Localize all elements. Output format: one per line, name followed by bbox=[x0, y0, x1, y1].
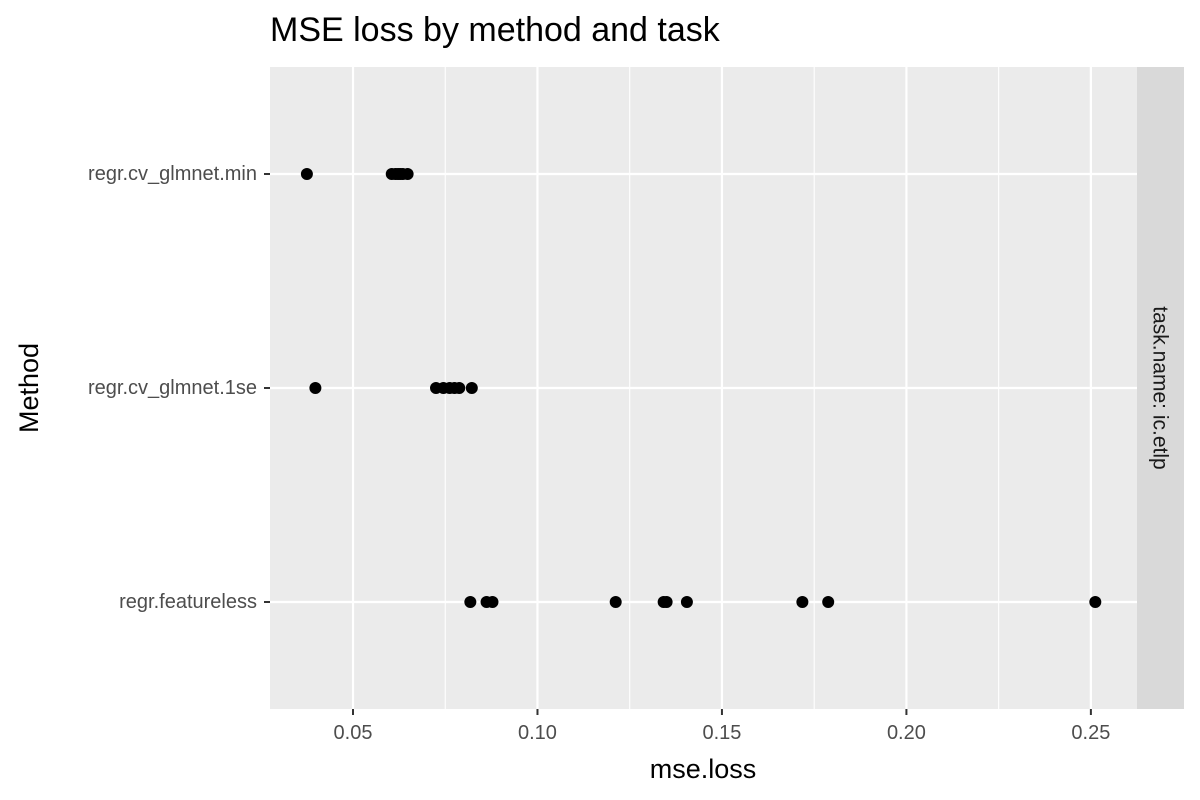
data-point bbox=[610, 596, 622, 608]
x-axis-title: mse.loss bbox=[650, 754, 757, 784]
data-point bbox=[681, 596, 693, 608]
x-tick-label: 0.25 bbox=[1071, 722, 1110, 744]
y-tick-label: regr.cv_glmnet.min bbox=[88, 163, 257, 185]
y-axis-title: Method bbox=[14, 343, 44, 433]
data-point bbox=[486, 596, 498, 608]
x-tick-label: 0.20 bbox=[887, 722, 926, 744]
y-tick-label: regr.featureless bbox=[119, 591, 257, 613]
y-axis: regr.cv_glmnet.min regr.cv_glmnet.1seregr… bbox=[88, 163, 270, 613]
data-point bbox=[796, 596, 808, 608]
x-tick-label: 0.10 bbox=[518, 722, 557, 744]
data-point bbox=[822, 596, 834, 608]
data-point bbox=[464, 596, 476, 608]
y-tick-label: regr.cv_glmnet.1se bbox=[88, 377, 257, 399]
chart-title: MSE loss by method and task bbox=[270, 11, 721, 49]
x-tick-label: 0.05 bbox=[334, 722, 373, 744]
data-point bbox=[453, 382, 465, 394]
x-axis: 0.05 0.10 0.15 0.20 0.25 bbox=[334, 709, 1111, 744]
x-tick-label: 0.15 bbox=[702, 722, 741, 744]
data-point bbox=[661, 596, 673, 608]
data-point bbox=[309, 382, 321, 394]
data-point bbox=[1089, 596, 1101, 608]
data-point bbox=[402, 168, 414, 180]
data-point bbox=[301, 168, 313, 180]
facet-strip-label: task.name: ic.etlp bbox=[1149, 306, 1172, 469]
data-point bbox=[466, 382, 478, 394]
